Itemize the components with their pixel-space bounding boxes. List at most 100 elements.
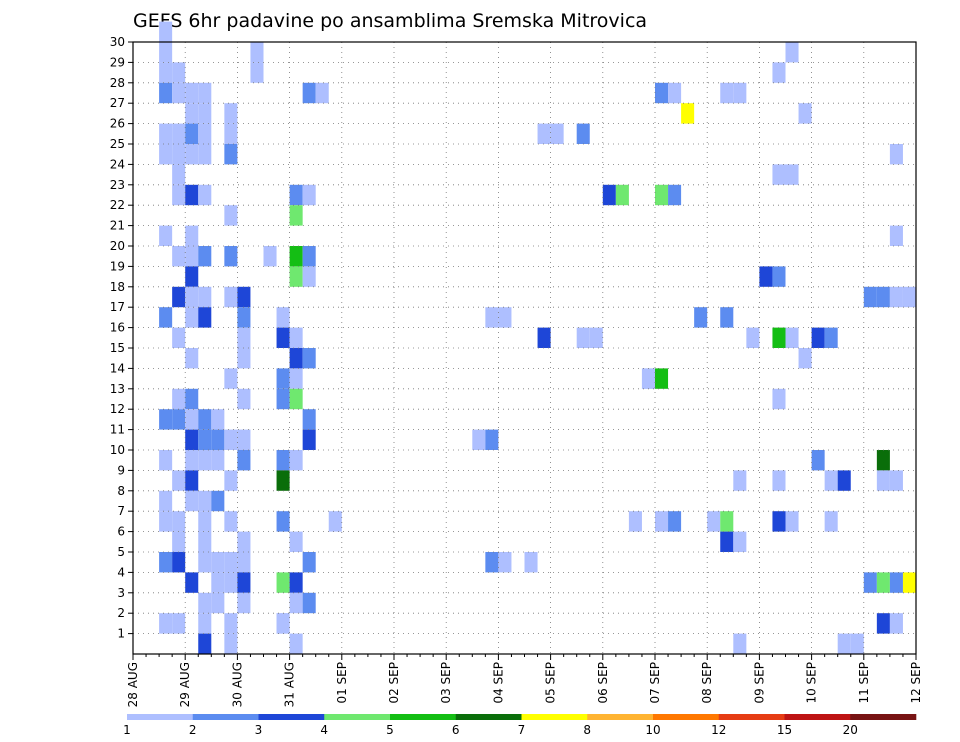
x-tick-label: 05 SEP: [544, 662, 558, 704]
heatmap-cell: [185, 470, 199, 491]
heatmap-cell: [198, 246, 212, 267]
colorbar-swatch: [653, 714, 720, 720]
x-tick-label: 02 SEP: [387, 662, 401, 704]
heatmap-cell: [798, 103, 812, 124]
heatmap-cell: [289, 450, 303, 471]
heatmap-cell: [237, 388, 251, 410]
heatmap-cell: [772, 511, 786, 532]
heatmap-cell: [276, 368, 290, 389]
y-tick-label: 29: [110, 55, 125, 69]
heatmap-cell: [733, 531, 747, 552]
x-tick-label: 07 SEP: [648, 662, 662, 704]
heatmap-cell: [289, 531, 303, 552]
heatmap-cell: [198, 429, 212, 450]
colorbar-swatch: [324, 714, 391, 720]
heatmap-cell: [602, 184, 616, 206]
heatmap-cell: [159, 409, 173, 430]
y-tick-label: 17: [110, 300, 125, 314]
y-tick-label: 11: [110, 423, 125, 437]
heatmap-cell: [302, 592, 316, 614]
heatmap-cell: [224, 368, 238, 389]
heatmap-cell: [198, 552, 212, 573]
heatmap-cell: [224, 123, 238, 144]
heatmap-cell: [498, 552, 512, 573]
x-tick-label: 09 SEP: [752, 662, 766, 704]
heatmap-cell: [211, 409, 225, 430]
heatmap-cell: [172, 184, 186, 206]
heatmap-cell: [159, 144, 173, 165]
x-tick-label: 08 SEP: [700, 662, 714, 704]
heatmap-cell: [772, 62, 786, 83]
heatmap-cell: [185, 184, 199, 206]
colorbar-label: 1: [123, 723, 131, 737]
heatmap-cell: [472, 429, 486, 450]
heatmap-cell: [889, 613, 903, 634]
heatmap-cell: [159, 82, 173, 104]
heatmap-cell: [198, 490, 212, 512]
heatmap-cell: [785, 327, 799, 348]
heatmap-cell: [772, 327, 786, 348]
heatmap-cell: [159, 511, 173, 532]
heatmap-cell: [198, 511, 212, 532]
heatmap-cell: [681, 103, 695, 124]
heatmap-cell: [759, 266, 773, 287]
x-tick-label: 03 SEP: [439, 662, 453, 704]
y-tick-label: 12: [110, 402, 125, 416]
heatmap-cell: [224, 144, 238, 165]
colorbar-swatch: [127, 714, 194, 720]
heatmap-cell: [863, 286, 877, 308]
heatmap-cell: [198, 82, 212, 104]
heatmap-cell: [185, 490, 199, 512]
x-tick-label: 30 AUG: [230, 662, 244, 707]
heatmap-cell: [889, 470, 903, 491]
heatmap-cell: [785, 42, 799, 63]
heatmap-cell: [276, 388, 290, 410]
colorbar-label: 8: [583, 723, 591, 737]
heatmap-cell: [263, 246, 277, 267]
colorbar-swatch: [850, 714, 917, 720]
heatmap-cell: [172, 327, 186, 348]
y-tick-label: 25: [110, 137, 125, 151]
heatmap-cell: [250, 62, 264, 83]
heatmap-cell: [198, 123, 212, 144]
heatmap-cell: [889, 286, 903, 308]
heatmap-cell: [172, 123, 186, 144]
heatmap-cell: [902, 286, 916, 308]
heatmap-cell: [485, 307, 499, 328]
heatmap-cell: [224, 470, 238, 491]
heatmap-cell: [224, 429, 238, 450]
heatmap-cell: [198, 184, 212, 206]
heatmap-cell: [172, 531, 186, 552]
heatmap-cell: [302, 552, 316, 573]
heatmap-cell: [172, 409, 186, 430]
colorbar-swatch: [521, 714, 588, 720]
x-tick-label: 06 SEP: [596, 662, 610, 704]
y-tick-label: 18: [110, 280, 125, 294]
heatmap-cell: [185, 225, 199, 246]
heatmap-cell: [237, 450, 251, 471]
heatmap-cell: [224, 246, 238, 267]
heatmap-cell: [185, 429, 199, 450]
heatmap-cell: [185, 348, 199, 369]
heatmap-cell: [289, 388, 303, 410]
heatmap-cell: [276, 511, 290, 532]
heatmap-cell: [224, 103, 238, 124]
heatmap-cell: [237, 552, 251, 573]
heatmap-cell: [185, 388, 199, 410]
y-tick-label: 7: [117, 504, 125, 518]
heatmap-cell: [772, 164, 786, 185]
y-tick-label: 10: [110, 443, 125, 457]
colorbar-swatch: [258, 714, 325, 720]
heatmap-cell: [237, 429, 251, 450]
heatmap-cell: [211, 490, 225, 512]
heatmap-cell: [302, 266, 316, 287]
heatmap-cell: [211, 450, 225, 471]
heatmap-cell: [720, 307, 734, 328]
heatmap-cell: [876, 572, 890, 593]
heatmap-cell: [224, 633, 238, 654]
heatmap-cell: [811, 450, 825, 471]
heatmap-cell: [655, 368, 669, 389]
heatmap-cell: [159, 21, 173, 42]
heatmap-cell: [785, 511, 799, 532]
heatmap-cell: [159, 552, 173, 573]
